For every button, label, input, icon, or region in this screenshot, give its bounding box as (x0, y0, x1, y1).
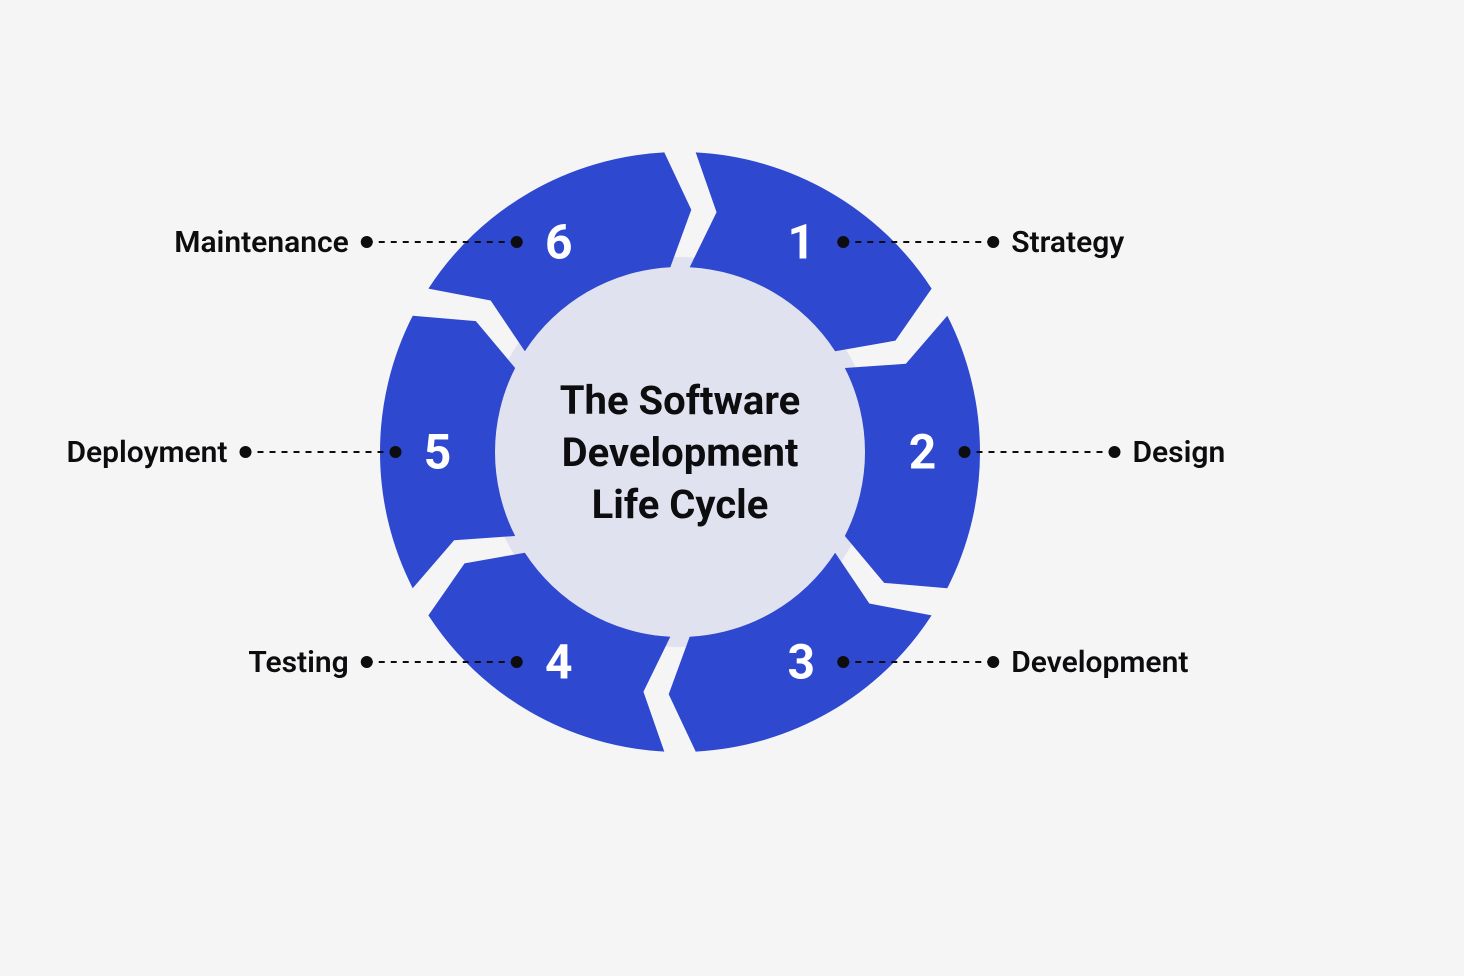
leader-dot-inner-6 (511, 236, 523, 248)
center-title-line-3: Life Cycle (592, 481, 769, 528)
leader-dot-inner-4 (511, 656, 523, 668)
segment-number-5: 5 (424, 424, 452, 481)
segment-label-6: Maintenance (174, 225, 349, 260)
segment-number-1: 1 (787, 214, 815, 271)
segment-number-4: 4 (545, 634, 573, 691)
segment-label-3: Development (1011, 645, 1188, 680)
center-title-line-2: Development (562, 429, 799, 476)
leader-dot-outer-2 (1109, 446, 1121, 458)
leader-dot-outer-3 (987, 656, 999, 668)
leader-dot-outer-4 (361, 656, 373, 668)
leader-dot-inner-3 (837, 656, 849, 668)
segment-label-5: Deployment (66, 435, 227, 470)
leader-dot-inner-1 (837, 236, 849, 248)
leader-dot-inner-2 (959, 446, 971, 458)
center-title-line-1: The Software (560, 377, 800, 424)
segment-number-6: 6 (545, 214, 573, 271)
segment-label-1: Strategy (1011, 225, 1124, 260)
leader-dot-outer-6 (361, 236, 373, 248)
sdlc-diagram: 1 2 3 4 5 6 Strategy Design Development Testing De… (0, 0, 1464, 976)
segment-label-2: Design (1133, 435, 1226, 470)
leader-dot-inner-5 (390, 446, 402, 458)
leader-dot-outer-5 (240, 446, 252, 458)
leader-dot-outer-1 (987, 236, 999, 248)
segment-label-4: Testing (248, 645, 348, 680)
segment-number-3: 3 (787, 634, 815, 691)
segment-number-2: 2 (909, 424, 937, 481)
